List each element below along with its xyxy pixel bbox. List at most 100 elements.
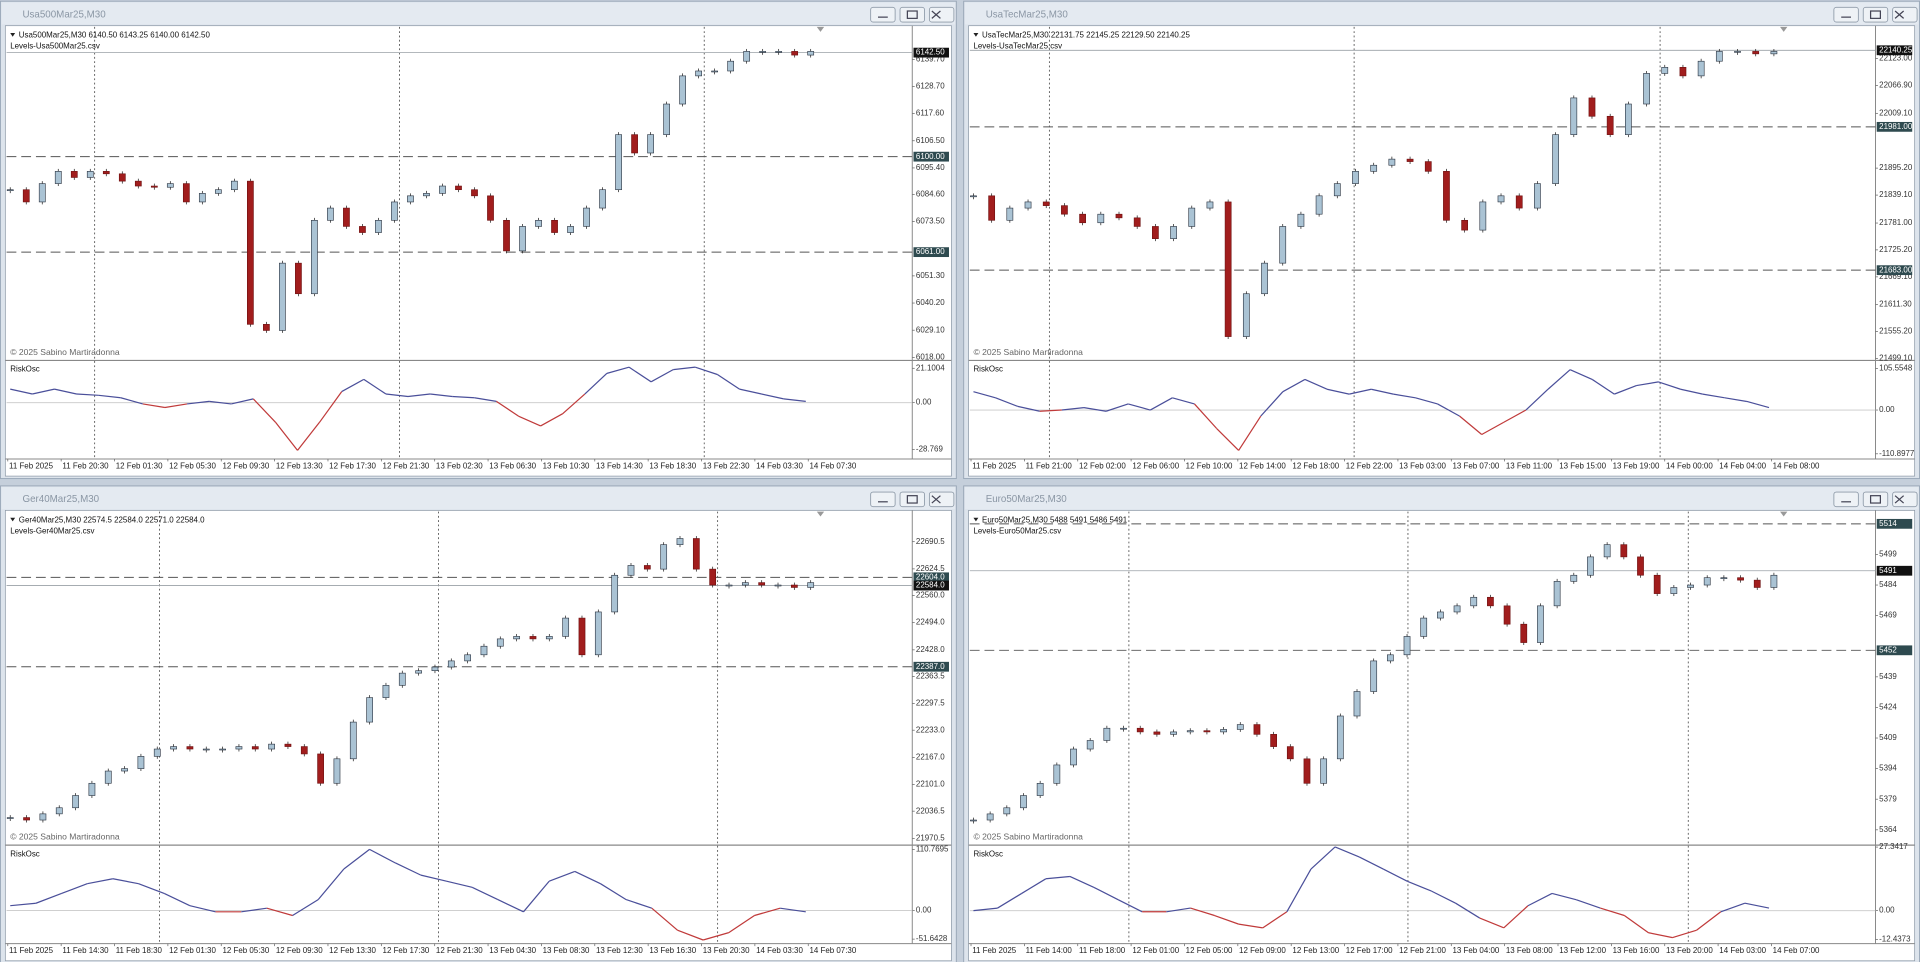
title-bar xyxy=(1,487,956,510)
candle xyxy=(137,756,145,769)
price-tick-label: 21725.20 xyxy=(1879,245,1913,254)
price-tick-label: 22690.5 xyxy=(916,537,945,546)
copyright: © 2025 Sabino Martiradonna xyxy=(10,831,120,841)
candle xyxy=(1386,654,1394,662)
osc-tick-label: 0.00 xyxy=(916,398,932,407)
candle xyxy=(182,183,190,203)
candle xyxy=(1503,605,1511,625)
osc-segment xyxy=(997,892,1022,909)
osc-segment xyxy=(1481,421,1505,436)
candle xyxy=(676,538,684,545)
window-button[interactable] xyxy=(928,6,955,23)
osc-segment xyxy=(628,366,652,383)
candle xyxy=(153,748,161,757)
candle xyxy=(70,171,78,178)
candle xyxy=(791,51,799,56)
candle xyxy=(251,746,259,750)
price-tick-label: 6084.60 xyxy=(916,189,945,198)
candle xyxy=(1679,67,1687,77)
candle xyxy=(1737,577,1744,581)
chart-header: Euro50Mar25,M30 5488 5491 5486 5491 xyxy=(982,515,1128,524)
candle xyxy=(695,70,702,77)
osc-segment xyxy=(973,391,996,399)
candle xyxy=(300,746,308,755)
time-label: 14 Feb 03:30 xyxy=(756,461,803,470)
osc-segment xyxy=(1045,875,1070,880)
price-tick-label: 5424 xyxy=(1879,703,1897,712)
osc-segment xyxy=(1624,915,1649,934)
candle xyxy=(503,219,510,252)
osc-segment xyxy=(164,403,188,409)
candle xyxy=(1220,729,1227,733)
window-button[interactable] xyxy=(1862,491,1889,508)
price-tick-label: 22101.0 xyxy=(916,780,945,789)
candle xyxy=(186,746,194,750)
osc-segment xyxy=(1503,409,1527,423)
time-label: 11 Feb 14:30 xyxy=(62,946,109,955)
osc-segment xyxy=(317,868,345,900)
chart-window: Euro50Mar25,M30 5499 5484 5469 5439 5424 5409 5… xyxy=(963,485,1920,962)
candle xyxy=(1606,115,1614,135)
osc-segment xyxy=(163,892,191,907)
candle xyxy=(1279,226,1287,264)
candle xyxy=(1403,636,1411,656)
candle xyxy=(150,185,158,188)
window-button[interactable] xyxy=(899,6,925,23)
candle xyxy=(1286,746,1294,760)
osc-segment xyxy=(783,398,806,402)
osc-segment xyxy=(1093,886,1119,901)
candle xyxy=(535,219,542,227)
window-button[interactable] xyxy=(1892,6,1918,23)
candle xyxy=(202,748,210,751)
candle xyxy=(327,207,334,221)
window-button[interactable] xyxy=(1833,491,1859,508)
current-price-tag xyxy=(1876,45,1913,56)
restore-glyph xyxy=(906,495,918,504)
osc-segment xyxy=(1083,406,1107,412)
window-title: UsaTecMar25,M30 xyxy=(986,9,1069,20)
window-button[interactable] xyxy=(1862,6,1889,23)
window-button[interactable] xyxy=(1892,491,1918,508)
level-label: 5514 xyxy=(1879,519,1897,528)
osc-segment xyxy=(625,899,653,909)
candle xyxy=(1461,219,1469,231)
osc-segment xyxy=(584,372,608,395)
time-label: 13 Feb 10:30 xyxy=(543,461,590,470)
window-button[interactable] xyxy=(899,491,925,508)
window-button[interactable] xyxy=(1833,6,1859,23)
osc-tick-label: 105.5548 xyxy=(1879,363,1913,372)
time-label: 12 Feb 21:00 xyxy=(1399,946,1446,955)
candle xyxy=(235,746,243,750)
candle xyxy=(391,201,398,221)
osc-segment xyxy=(1648,932,1673,939)
time-label: 12 Feb 01:30 xyxy=(116,461,163,470)
time-label: 13 Feb 03:00 xyxy=(1399,461,1446,470)
price-tick-label: 6128.70 xyxy=(916,82,945,91)
osc-segment xyxy=(369,848,396,864)
osc-segment xyxy=(1636,381,1659,387)
window-title: Ger40Mar25,M30 xyxy=(22,494,99,505)
time-label: 13 Feb 04:00 xyxy=(1453,946,1500,955)
window-button[interactable] xyxy=(928,491,955,508)
candle xyxy=(86,171,94,178)
current-price-tag xyxy=(913,47,949,58)
osc-segment xyxy=(120,397,143,405)
osc-segment xyxy=(548,870,576,882)
time-label: 12 Feb 17:00 xyxy=(1346,946,1393,955)
chart-area xyxy=(968,25,1916,477)
candle xyxy=(1553,581,1561,607)
candle xyxy=(743,51,751,62)
osc-segment xyxy=(1172,397,1195,405)
osc-segment xyxy=(1383,868,1408,882)
current-price-label: 22584.0 xyxy=(916,581,945,590)
candle xyxy=(1625,103,1632,135)
time-label: 13 Feb 11:00 xyxy=(1506,461,1553,470)
candle xyxy=(247,180,254,325)
window-button[interactable] xyxy=(870,491,896,508)
time-label: 14 Feb 07:30 xyxy=(809,946,856,955)
osc-segment xyxy=(1680,388,1703,395)
candle xyxy=(398,672,406,686)
candle xyxy=(447,660,455,668)
window-button[interactable] xyxy=(870,6,896,23)
osc-segment xyxy=(1503,905,1529,929)
